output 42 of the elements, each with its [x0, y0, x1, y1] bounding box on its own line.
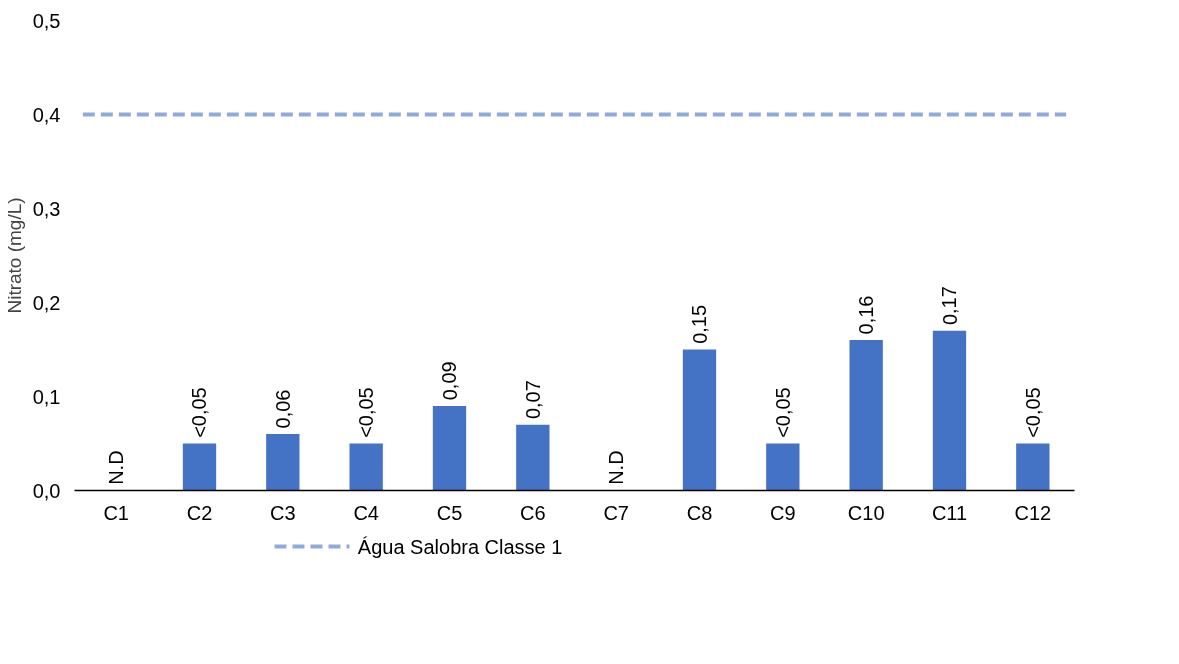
- x-tick-label: C4: [353, 501, 379, 524]
- x-tick-label: C12: [1014, 501, 1052, 524]
- data-label: <0,05: [188, 387, 211, 438]
- x-tick-label: C7: [603, 501, 629, 524]
- text: N.D: [605, 450, 628, 485]
- data-label: 0,09: [438, 361, 461, 401]
- bar: [266, 434, 300, 491]
- data-label: 0,15: [688, 304, 711, 344]
- x-tick-label: C5: [436, 501, 463, 524]
- x-tick-label: C6: [520, 501, 546, 524]
- y-tick-label: 0,3: [32, 197, 61, 220]
- x-tick-label: C9: [770, 501, 796, 524]
- y-tick-label: 0,1: [32, 385, 61, 408]
- legend-label: Água Salobra Classe 1: [357, 535, 563, 558]
- data-label: 0,07: [521, 380, 544, 420]
- x-tick-label: C10: [847, 501, 885, 524]
- bar: [766, 443, 800, 491]
- bar: [932, 330, 967, 491]
- bar: [182, 443, 217, 491]
- y-tick-label: 0,4: [32, 103, 61, 126]
- x-tick-label: C8: [686, 501, 713, 524]
- data-label: <0,05: [1021, 387, 1044, 438]
- x-tick-label: C1: [103, 501, 129, 524]
- data-label: <0,05: [355, 387, 378, 438]
- data-label: <0,05: [771, 387, 794, 438]
- x-tick-label: C2: [186, 501, 213, 524]
- y-tick-label: 0,0: [32, 479, 61, 502]
- data-label: 0,17: [938, 286, 961, 326]
- bar: [432, 405, 467, 491]
- data-label: 0,06: [271, 389, 294, 429]
- y-axis-title: Nitrato (mg/L): [3, 197, 25, 314]
- bar: [349, 443, 383, 491]
- data-label: 0,16: [855, 295, 878, 335]
- bar: [516, 424, 550, 491]
- x-tick-label: C11: [931, 501, 968, 524]
- x-tick-label: C3: [270, 501, 296, 524]
- bar: [1016, 443, 1050, 491]
- bar: [849, 340, 883, 491]
- y-tick-label: 0,5: [32, 9, 61, 32]
- text: N.D: [105, 450, 128, 485]
- bar: [682, 349, 717, 491]
- y-tick-label: 0,2: [32, 291, 61, 314]
